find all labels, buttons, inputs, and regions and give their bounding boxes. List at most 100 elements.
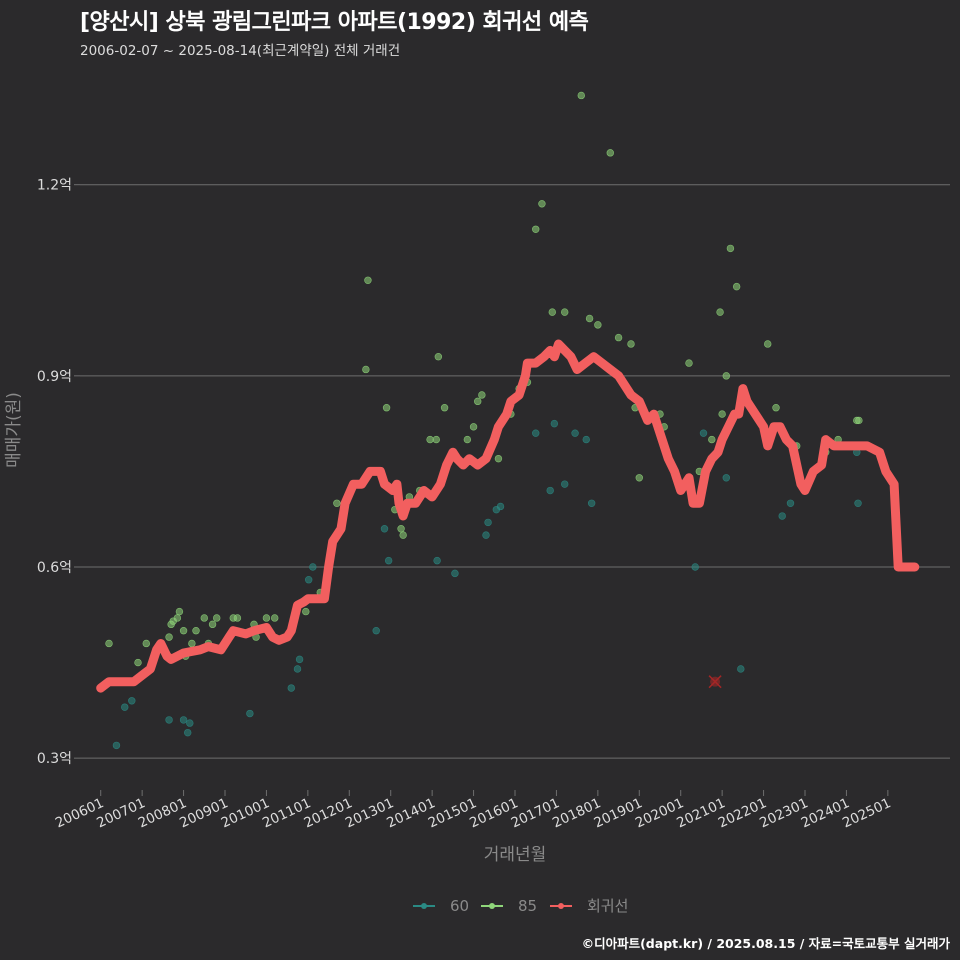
point-85	[179, 627, 188, 635]
point-85	[364, 276, 372, 284]
point-60	[112, 741, 121, 750]
legend-swatch-dot	[489, 903, 495, 909]
legend-item: 회귀선	[550, 897, 628, 915]
point-60	[691, 563, 699, 571]
point-60	[309, 563, 317, 571]
point-85	[716, 308, 724, 316]
point-60	[186, 719, 194, 727]
point-85	[134, 658, 142, 667]
legend-item: 85	[481, 897, 537, 915]
point-60	[246, 709, 254, 718]
point-85	[188, 639, 196, 648]
page-title: [양산시] 상북 광림그린파크 아파트(1992) 회귀선 예측	[80, 10, 589, 35]
point-85	[585, 314, 594, 323]
regression-line	[96, 339, 920, 693]
point-60	[380, 525, 389, 533]
point-85	[577, 91, 585, 100]
point-85	[764, 340, 772, 348]
point-85	[726, 244, 735, 253]
point-60	[165, 716, 173, 724]
point-60	[128, 697, 136, 705]
point-85	[722, 372, 730, 380]
point-85	[173, 614, 182, 622]
y-axis-label: 매매가(원)	[4, 392, 24, 468]
point-85	[362, 365, 370, 374]
footer-credit: ©디아파트(dapt.kr) / 2025.08.15 / 자료=국토교통부 실…	[581, 936, 950, 951]
point-60	[496, 502, 505, 511]
legend-label: 60	[450, 897, 469, 915]
point-60	[699, 429, 708, 437]
point-60	[484, 518, 492, 527]
y-tick-label: 1.2억	[37, 178, 72, 194]
regression-line-group	[96, 339, 920, 693]
point-60	[546, 486, 554, 495]
point-85	[271, 614, 279, 622]
point-85	[614, 333, 623, 342]
legend-swatch-dot	[558, 903, 564, 909]
x-axis-label: 거래년월	[484, 845, 547, 865]
point-60	[372, 627, 380, 635]
y-tick-label: 0.6억	[37, 560, 72, 576]
point-60	[550, 419, 559, 428]
point-60	[482, 531, 490, 539]
point-60	[295, 655, 304, 664]
point-85	[494, 454, 503, 463]
grid-lines	[80, 184, 950, 759]
point-85	[635, 474, 643, 482]
point-60	[384, 556, 393, 565]
point-85	[606, 149, 614, 157]
point-85	[627, 340, 635, 348]
point-85	[426, 435, 434, 444]
point-85	[855, 416, 863, 425]
point-60	[433, 556, 441, 565]
point-85	[718, 410, 726, 418]
point-85	[213, 614, 221, 622]
point-85	[561, 308, 569, 316]
point-85	[302, 607, 310, 616]
point-85	[463, 435, 472, 444]
point-85	[200, 614, 208, 622]
point-85	[474, 397, 482, 406]
point-60	[121, 703, 129, 711]
point-85	[105, 639, 113, 648]
cancelled-cross	[708, 675, 722, 689]
legend-label: 회귀선	[587, 897, 628, 915]
point-85	[772, 403, 780, 412]
point-85	[175, 607, 184, 616]
x-axis-ticks: 2006012007012008012009012010012011012012…	[53, 790, 894, 831]
point-60	[179, 716, 188, 724]
point-85	[432, 435, 440, 444]
point-85	[434, 353, 443, 361]
point-60	[778, 512, 786, 520]
point-85	[142, 639, 150, 648]
point-85	[538, 200, 546, 208]
point-85	[165, 633, 173, 641]
point-85	[262, 614, 271, 622]
series-60-points	[112, 419, 862, 750]
point-85	[397, 525, 405, 533]
point-85	[548, 308, 556, 316]
point-60	[184, 728, 192, 737]
legend-item: 60	[413, 897, 469, 915]
point-85	[594, 321, 602, 329]
point-85	[478, 391, 486, 399]
point-85	[440, 403, 449, 412]
point-85	[208, 620, 217, 629]
point-85	[382, 403, 391, 412]
point-60	[854, 499, 862, 507]
point-60	[532, 429, 540, 437]
cancelled-points	[708, 675, 722, 689]
point-85	[192, 627, 200, 635]
point-85	[469, 423, 478, 431]
point-60	[722, 474, 730, 482]
point-85	[233, 614, 242, 622]
legend-label: 85	[518, 897, 537, 915]
point-60	[287, 684, 295, 692]
x-tick-label: 202501	[840, 795, 893, 831]
point-60	[451, 569, 459, 578]
legend-swatch-dot	[421, 903, 427, 909]
y-axis-ticks: 0.3억 0.6억 0.9억 1.2억	[37, 178, 80, 767]
point-60	[587, 499, 596, 507]
